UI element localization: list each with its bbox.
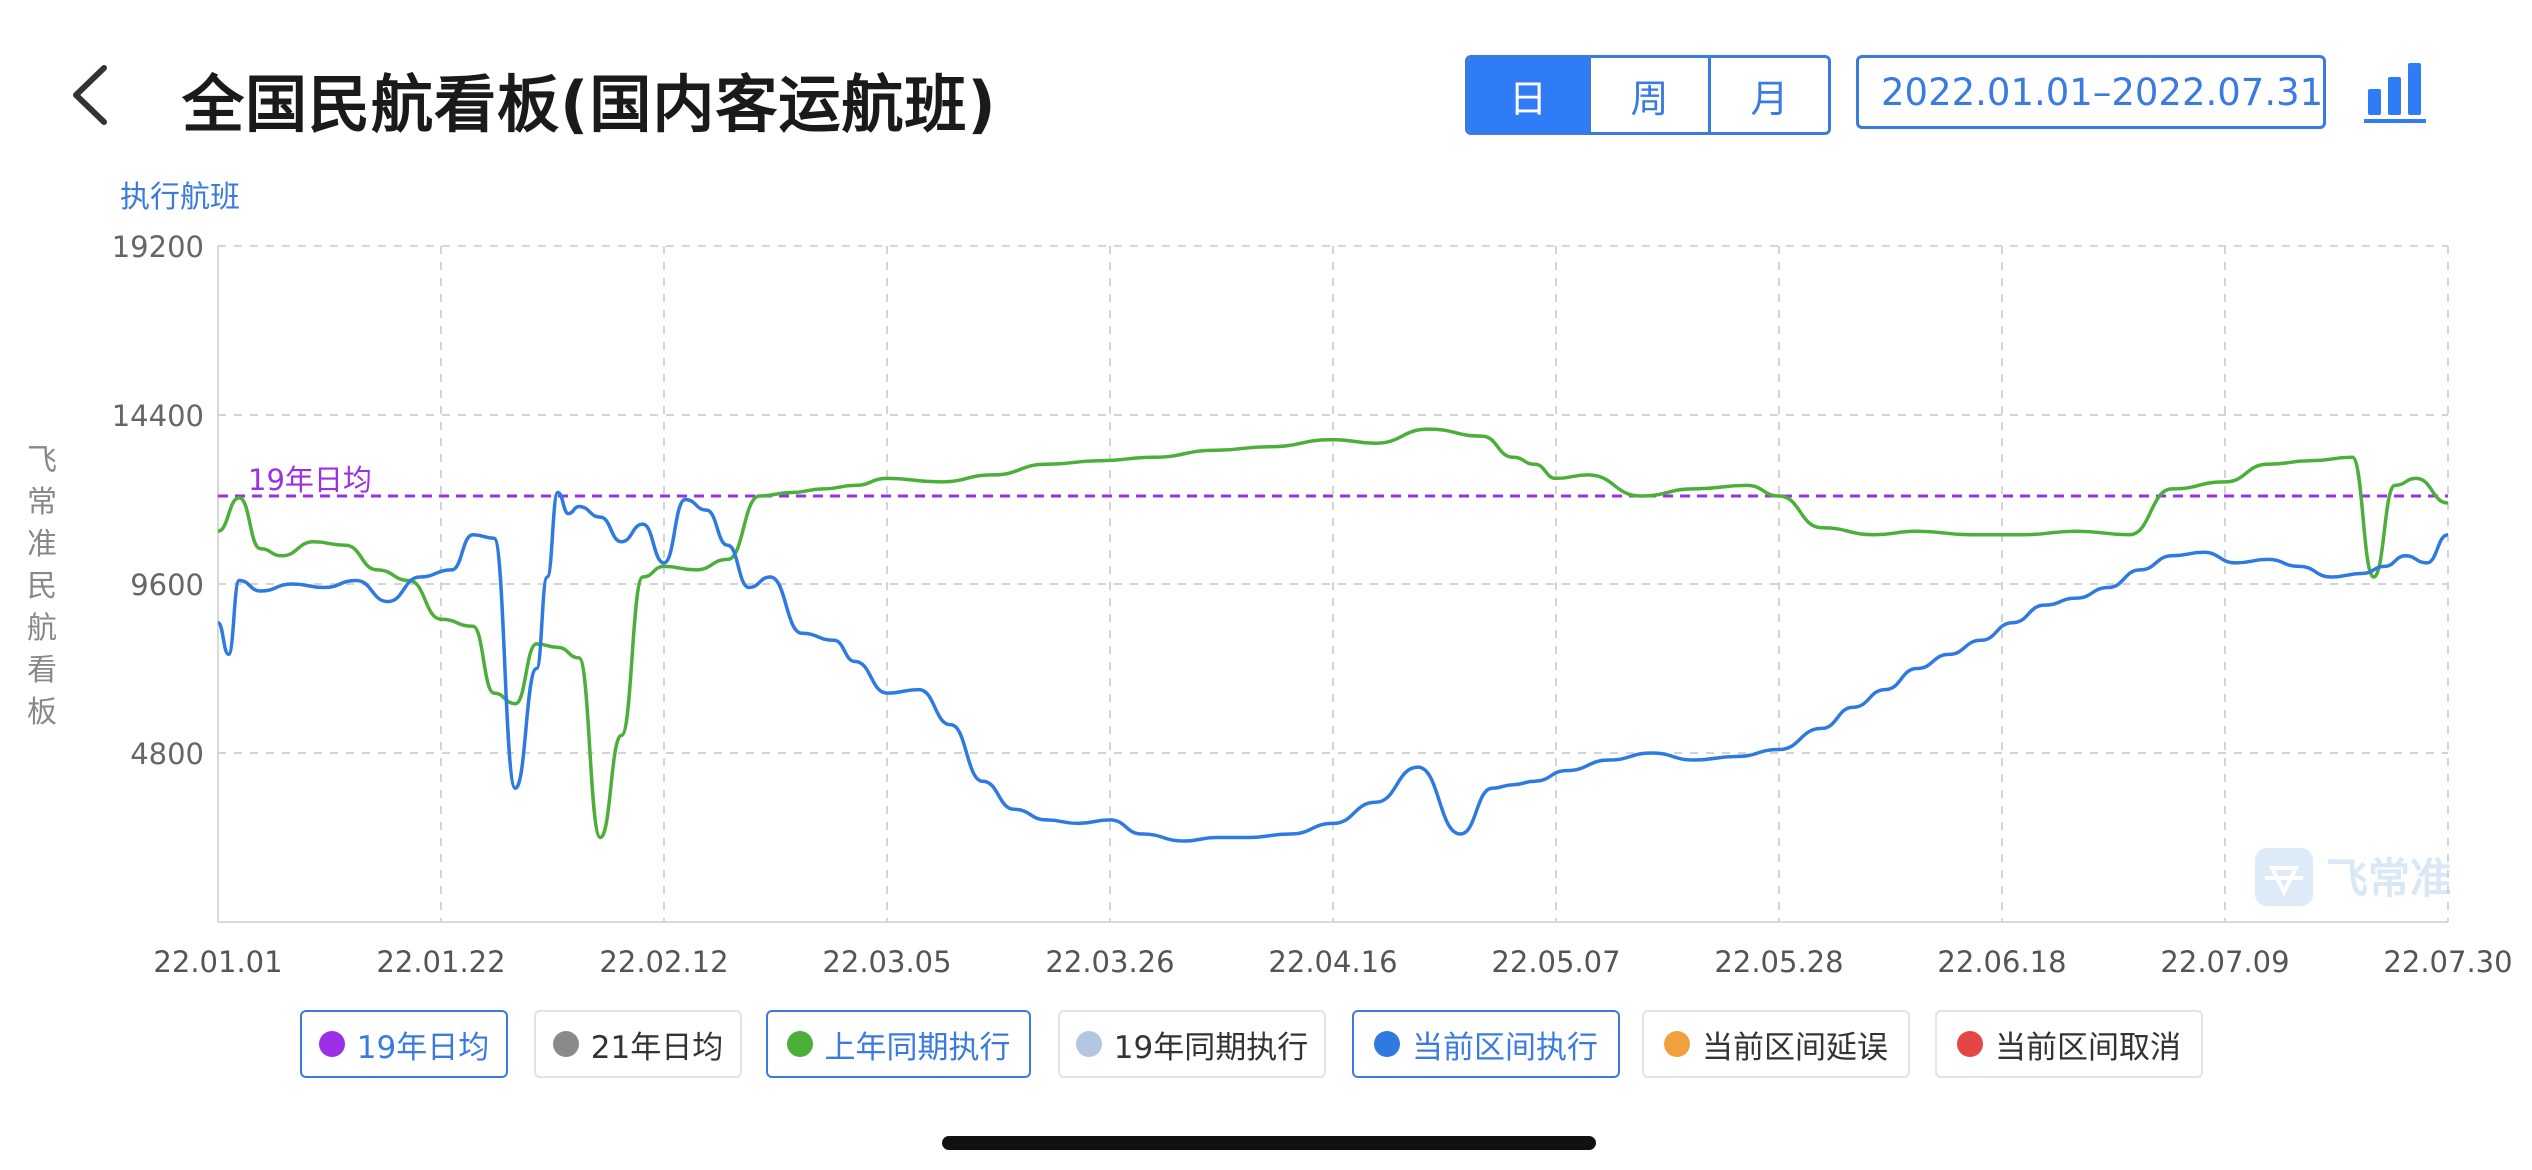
watermark-logo: 飞常准 bbox=[2255, 848, 2452, 906]
side-label-char: 飞 bbox=[27, 443, 57, 478]
x-tick-label: 22.07.09 bbox=[2160, 945, 2289, 979]
legend-dot bbox=[552, 1031, 579, 1057]
x-tick-label: 22.07.30 bbox=[2383, 945, 2512, 979]
legend-label: 当前区间执行 bbox=[1412, 1029, 1598, 1066]
legend-label: 当前区间取消 bbox=[1995, 1029, 2181, 1066]
legend-dot bbox=[786, 1031, 813, 1057]
y-tick-label: 14400 bbox=[112, 399, 204, 433]
legend-dot bbox=[318, 1031, 345, 1057]
legend-label: 21年日均 bbox=[590, 1029, 724, 1066]
x-tick-label: 22.01.01 bbox=[153, 945, 282, 979]
x-tick-label: 22.04.16 bbox=[1268, 945, 1397, 979]
page-title: 全国民航看板(国内客运航班) bbox=[182, 68, 997, 141]
side-label-char: 航 bbox=[27, 611, 57, 646]
legend-label: 19年日均 bbox=[356, 1029, 490, 1066]
x-tick-label: 22.03.05 bbox=[822, 945, 951, 979]
side-label-char: 准 bbox=[27, 527, 57, 562]
header: 全国民航看板(国内客运航班) 日 周 月 2022.01.01–2022.07.… bbox=[0, 0, 2532, 190]
series-line bbox=[216, 490, 2449, 843]
period-tabs: 日 周 月 bbox=[1465, 55, 1831, 135]
legend-dot bbox=[1374, 1031, 1400, 1057]
series-line bbox=[217, 427, 2449, 840]
reference-line-group: 19年日均 bbox=[218, 463, 2448, 498]
side-label-char: 常 bbox=[27, 485, 57, 520]
legend-dot bbox=[1957, 1031, 1983, 1057]
y-tick-label: 4800 bbox=[130, 737, 204, 771]
x-tick-label: 22.05.07 bbox=[1491, 945, 1620, 979]
side-watermark-label: 飞常准民航看板 bbox=[22, 440, 62, 734]
tab-week[interactable]: 周 bbox=[1588, 58, 1708, 132]
watermark-text: 飞常准 bbox=[2326, 854, 2452, 903]
legend-item[interactable]: 当前区间执行 bbox=[1352, 1010, 1620, 1078]
y-axis-title: 执行航班 bbox=[120, 180, 240, 215]
series-lines bbox=[216, 427, 2449, 843]
tab-month[interactable]: 月 bbox=[1708, 58, 1828, 132]
legend-item[interactable]: 上年同期执行 bbox=[766, 1010, 1031, 1078]
side-label-char: 民 bbox=[27, 569, 57, 604]
side-label-char: 看 bbox=[27, 653, 57, 688]
chart-type-button[interactable] bbox=[2358, 55, 2438, 125]
legend-label: 19年同期执行 bbox=[1113, 1029, 1309, 1066]
x-tick-label: 22.02.12 bbox=[599, 945, 728, 979]
legend-item[interactable]: 当前区间延误 bbox=[1642, 1010, 1910, 1078]
bar-chart-icon bbox=[2364, 63, 2426, 123]
legend-item[interactable]: 19年日均 bbox=[300, 1010, 508, 1078]
legend: 19年日均 21年日均 上年同期执行 19年同期执行 当前区间执行 当前区间延误 当前区间取… bbox=[0, 1010, 2532, 1082]
legend-label: 当前区间延误 bbox=[1702, 1029, 1888, 1066]
chart-grid bbox=[217, 245, 2449, 923]
side-label-char: 板 bbox=[27, 695, 57, 730]
x-tick-labels: 22.01.01 22.01.22 22.02.12 22.03.05 22.03.26… bbox=[153, 945, 2512, 979]
line-chart: 4800 9600 14400 19200 22.01.01 22.01.22 22.02… bbox=[112, 230, 2513, 979]
tab-day[interactable]: 日 bbox=[1468, 58, 1588, 132]
date-range-text: 2022.01.01–2022.07.31 bbox=[1881, 70, 2324, 114]
y-tick-label: 9600 bbox=[130, 568, 204, 602]
x-tick-label: 22.05.28 bbox=[1714, 945, 1843, 979]
legend-label: 上年同期执行 bbox=[824, 1029, 1011, 1066]
x-tick-label: 22.03.26 bbox=[1045, 945, 1174, 979]
reference-line-label: 19年日均 bbox=[248, 463, 372, 497]
legend-dot bbox=[1664, 1031, 1690, 1057]
back-button[interactable] bbox=[62, 60, 122, 130]
y-tick-labels: 4800 9600 14400 19200 bbox=[112, 230, 204, 771]
legend-item[interactable]: 19年同期执行 bbox=[1058, 1010, 1326, 1078]
legend-item[interactable]: 当前区间取消 bbox=[1935, 1010, 2203, 1078]
date-range-picker[interactable]: 2022.01.01–2022.07.31 bbox=[1856, 55, 2326, 129]
x-tick-label: 22.06.18 bbox=[1937, 945, 2066, 979]
legend-item[interactable]: 21年日均 bbox=[534, 1010, 742, 1078]
legend-dot bbox=[1075, 1031, 1102, 1057]
y-tick-label: 19200 bbox=[112, 230, 204, 264]
chevron-left-icon bbox=[73, 65, 107, 125]
home-indicator[interactable] bbox=[942, 1136, 1596, 1150]
x-tick-label: 22.01.22 bbox=[376, 945, 505, 979]
